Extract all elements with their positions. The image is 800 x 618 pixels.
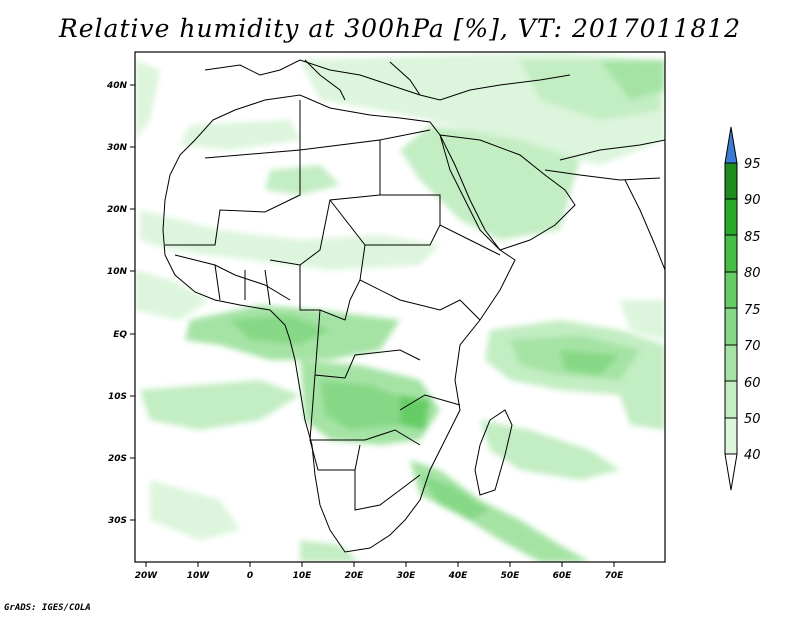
lat-label: 30N (107, 143, 128, 153)
colorbar-label: 60 (744, 376, 761, 391)
lon-label: 70E (605, 571, 625, 581)
colorbar-swatch (724, 198, 738, 236)
colorbar-label: 50 (744, 412, 761, 427)
lon-label: 10E (293, 571, 313, 581)
colorbar-swatch (724, 162, 738, 200)
humidity-shading (135, 52, 665, 562)
colorbar-label: 75 (744, 303, 761, 318)
lat-label: 40N (106, 81, 128, 91)
colorbar: 95 90 85 80 75 70 60 50 40 (724, 126, 761, 491)
lat-label: 10S (108, 392, 127, 402)
colorbar-swatch (724, 271, 738, 309)
lat-axis: 40N 30N 20N 10N EQ 10S 20S 30S (106, 81, 135, 526)
colorbar-swatch (724, 417, 738, 455)
lon-label: 20W (135, 571, 159, 581)
lon-axis: 20W 10W 0 10E 20E 30E 40E 50E 60E 70E (135, 562, 624, 581)
colorbar-swatch (724, 307, 738, 346)
lat-label: 10N (107, 267, 128, 277)
colorbar-bottom-triangle (724, 453, 738, 491)
lon-label: 20E (345, 571, 365, 581)
colorbar-label: 85 (744, 230, 761, 245)
lon-label: 60E (553, 571, 573, 581)
lon-label: 10W (187, 571, 211, 581)
coastlines (162, 59, 665, 553)
colorbar-swatch (724, 344, 738, 382)
map-title: Relative humidity at 300hPa [%], VT: 201… (58, 14, 742, 43)
lat-label: EQ (113, 330, 127, 340)
colorbar-label: 70 (744, 339, 761, 354)
colorbar-swatch (724, 234, 738, 273)
lon-label: 0 (247, 571, 253, 581)
colorbar-label: 40 (744, 448, 761, 463)
lat-label: 20S (108, 454, 127, 464)
colorbar-label: 95 (744, 157, 761, 172)
colorbar-label: 90 (744, 193, 761, 208)
colorbar-swatch (724, 380, 738, 419)
lon-label: 50E (501, 571, 521, 581)
lat-label: 30S (108, 516, 127, 526)
lat-label: 20N (107, 205, 128, 215)
lon-label: 40E (448, 571, 469, 581)
lon-label: 30E (397, 571, 417, 581)
map-frame (134, 51, 666, 563)
footer-credit: GrADS: IGES/COLA (4, 603, 91, 613)
colorbar-top-triangle (724, 126, 738, 164)
colorbar-label: 80 (744, 266, 761, 281)
